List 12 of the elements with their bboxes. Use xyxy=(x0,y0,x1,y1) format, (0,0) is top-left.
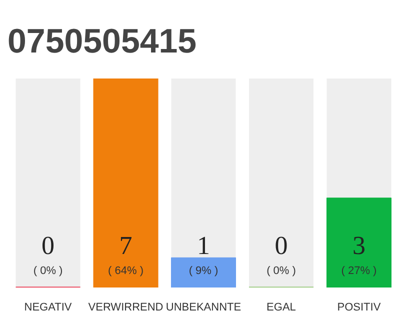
x-tick-label: NEGATIV xyxy=(24,302,72,314)
bar xyxy=(170,257,236,288)
data-label: 0 ( 0% ) xyxy=(266,231,296,278)
data-label: 0 ( 0% ) xyxy=(33,231,63,278)
x-tick-label: UNBEKANNTE xyxy=(166,302,242,314)
x-tick-label: EGAL xyxy=(266,302,296,314)
data-label: 7 ( 64% ) xyxy=(108,231,144,278)
data-label: 3 ( 27% ) xyxy=(341,231,377,278)
data-label: 1 ( 9% ) xyxy=(188,231,218,278)
x-tick-label: POSITIV xyxy=(337,302,382,314)
chart-title: 0750505415 xyxy=(8,22,197,60)
x-tick-label: VERWIRREND xyxy=(88,302,164,314)
